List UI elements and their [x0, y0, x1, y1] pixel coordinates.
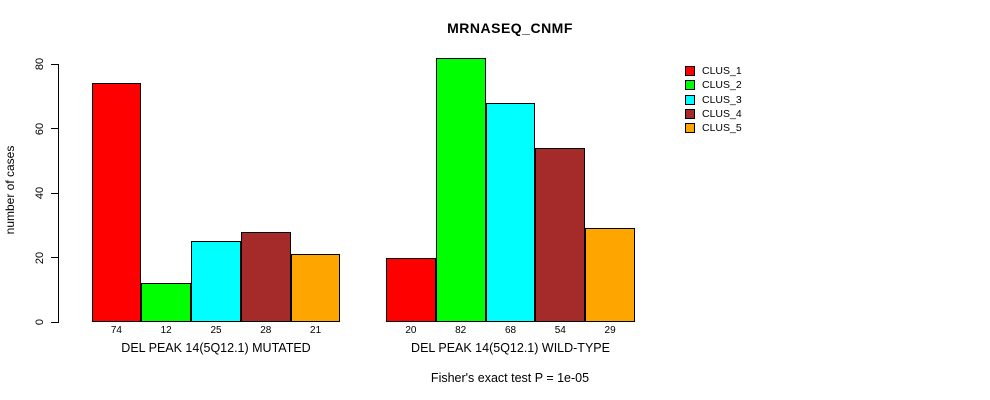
footnote-text: Fisher's exact test P = 1e-05 — [430, 371, 590, 385]
legend-label-clus_2: CLUS_2 — [702, 79, 742, 92]
legend-swatch-clus_5 — [685, 123, 695, 134]
bar-clus_1-group1 — [91, 83, 142, 322]
bar-value-label: 54 — [554, 324, 566, 336]
group-axis-label: DEL PEAK 14(5Q12.1) MUTATED — [121, 340, 311, 355]
y-tick-label: 80 — [34, 57, 46, 71]
y-tick-mark — [51, 321, 58, 323]
bar-value-label: 74 — [110, 324, 122, 336]
legend-swatch-clus_3 — [685, 94, 695, 105]
chart-title: MRNASEQ_CNMF — [447, 20, 573, 36]
bar-clus_3-group1 — [191, 241, 241, 322]
legend-swatch-clus_1 — [685, 65, 695, 76]
y-tick-label: 60 — [34, 122, 46, 135]
group-axis-label: DEL PEAK 14(5Q12.1) WILD-TYPE — [411, 340, 610, 355]
legend-swatch-clus_4 — [685, 109, 695, 119]
y-tick-label: 20 — [34, 251, 46, 264]
bar-value-label: 21 — [310, 324, 322, 336]
bar-clus_4-group2 — [535, 147, 586, 322]
bar-clus_2-group1 — [141, 283, 192, 322]
y-axis-title: number of cases — [3, 145, 17, 235]
y-tick-mark — [51, 63, 58, 65]
y-tick-label: 0 — [34, 318, 46, 326]
y-tick-mark — [51, 257, 58, 258]
bar-clus_4-group1 — [240, 231, 291, 322]
legend-swatch-clus_2 — [685, 80, 695, 91]
bar-clus_3-group2 — [485, 102, 536, 322]
bar-value-label: 25 — [210, 324, 222, 336]
y-tick-label: 40 — [34, 186, 46, 200]
bar-clus_2-group2 — [435, 57, 486, 322]
bar-value-label: 12 — [160, 324, 172, 336]
bar-value-label: 28 — [260, 324, 272, 336]
y-tick-mark — [51, 128, 58, 129]
bar-value-label: 82 — [455, 324, 467, 336]
legend-label-clus_5: CLUS_5 — [702, 122, 742, 135]
legend-label-clus_3: CLUS_3 — [702, 93, 742, 106]
bar-value-label: 68 — [504, 324, 517, 336]
legend-label-clus_4: CLUS_4 — [702, 108, 742, 120]
bar-value-label: 20 — [405, 324, 417, 336]
bar-clus_5-group2 — [585, 228, 635, 322]
bar-clus_1-group2 — [386, 257, 436, 322]
y-axis-line — [58, 64, 59, 323]
legend-label-clus_1: CLUS_1 — [702, 64, 742, 77]
bar-clus_5-group1 — [290, 254, 341, 322]
y-tick-mark — [51, 192, 58, 194]
bar-value-label: 29 — [604, 324, 616, 336]
